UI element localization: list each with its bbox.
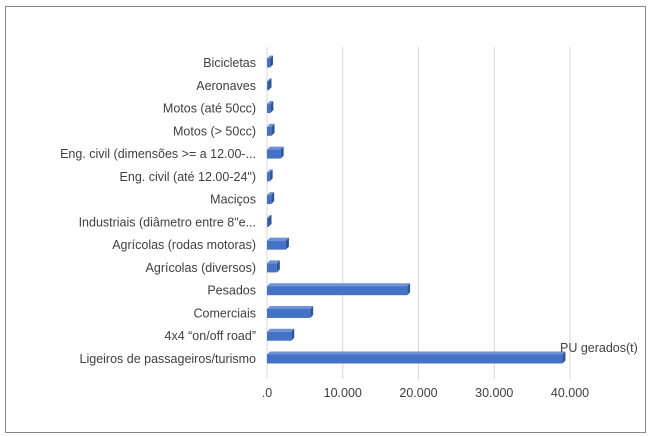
bar-top-face: [267, 169, 273, 173]
bar-side-face: [269, 169, 273, 182]
bar-top-face: [267, 237, 289, 241]
bar: [267, 331, 292, 341]
bar-top-face: [267, 78, 272, 82]
x-tick-label: 10.000: [324, 386, 362, 400]
bar: [267, 263, 277, 273]
bar-side-face: [270, 101, 274, 114]
bar-top-face: [267, 351, 566, 355]
category-label: Industriais (diâmetro entre 8"e...: [79, 215, 256, 229]
bar-top-face: [267, 101, 274, 105]
bar-top-face: [267, 283, 411, 287]
bar-top-face: [267, 55, 274, 59]
category-label: Motos (> 50cc): [173, 124, 256, 138]
bar: [267, 172, 270, 182]
category-label: Maciços: [210, 193, 256, 207]
x-tick-label: 40.000: [551, 386, 589, 400]
bar-side-face: [285, 237, 289, 250]
bar-side-face: [291, 328, 295, 341]
bar: [267, 58, 271, 68]
bar-top-face: [267, 328, 295, 332]
category-label: Aeronaves: [196, 79, 256, 93]
category-label: Agrícolas (rodas motoras): [112, 238, 256, 252]
bar-top-face: [267, 260, 280, 264]
bar-side-face: [562, 351, 566, 364]
x-tick-label: .0: [262, 386, 272, 400]
bar-side-face: [276, 260, 280, 273]
bar: [267, 308, 311, 318]
bar-side-face: [268, 214, 272, 227]
bar: [267, 195, 272, 205]
chart-frame: .0 10.000 20.000 30.000 40.000 Ligeiros de pa…: [5, 6, 646, 433]
bar-side-face: [407, 283, 411, 296]
bar: [267, 354, 563, 364]
bar: [267, 149, 281, 159]
bar-chart: .0 10.000 20.000 30.000 40.000 Ligeiros de pa…: [60, 47, 638, 400]
category-label: Pesados: [207, 284, 256, 298]
category-label: Comerciais: [193, 306, 256, 320]
category-label: 4x4 “on/off road”: [165, 329, 257, 343]
bar-side-face: [270, 55, 274, 68]
x-tick-label: 30.000: [475, 386, 513, 400]
bar-top-face: [267, 123, 275, 127]
x-tick-label: 20.000: [399, 386, 437, 400]
bar-side-face: [271, 123, 275, 136]
category-label: Agrícolas (diversos): [146, 261, 256, 275]
bar-side-face: [280, 146, 284, 159]
bar: [267, 126, 272, 136]
bar-top-face: [267, 192, 275, 196]
category-label: Bicicletas: [203, 56, 256, 70]
series-label: PU gerados(t): [560, 341, 638, 355]
bar-top-face: [267, 305, 314, 309]
bar: [267, 240, 286, 250]
bar: [267, 81, 269, 91]
category-label: Motos (até 50cc): [163, 102, 256, 116]
bar: [267, 217, 269, 227]
category-label: Eng. civil (dimensões >= a 12.00-...: [60, 147, 256, 161]
bar: [267, 104, 271, 114]
bar-top-face: [267, 146, 284, 150]
bar-side-face: [310, 305, 314, 318]
bar-side-face: [271, 192, 275, 205]
bar: [267, 286, 408, 296]
bar-top-face: [267, 214, 272, 218]
category-label: Eng. civil (até 12.00-24"): [120, 170, 256, 184]
bar-side-face: [268, 78, 272, 91]
category-label: Ligeiros de passageiros/turismo: [80, 352, 257, 366]
